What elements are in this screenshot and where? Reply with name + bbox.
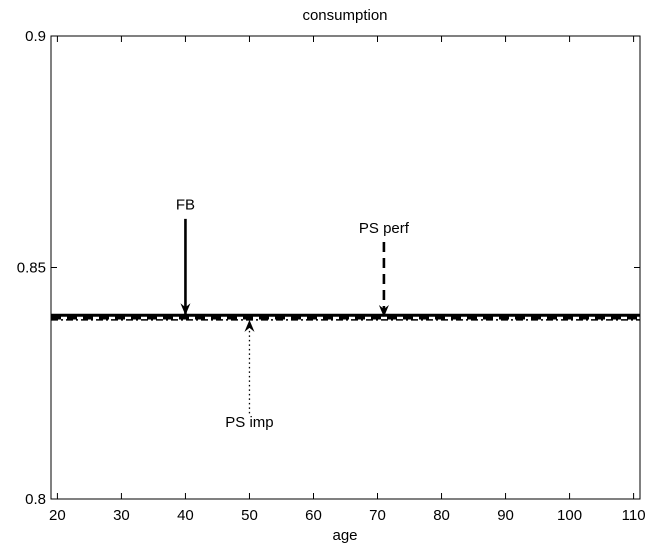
y-tick-label: 0.85	[17, 260, 46, 277]
x-tick-label: 70	[369, 507, 386, 524]
y-tick-label: 0.8	[25, 491, 46, 508]
annotation-layer: FB PS perf PS imp	[176, 197, 410, 432]
x-tick-label: 80	[433, 507, 450, 524]
x-tick-label: 90	[497, 507, 514, 524]
plot-frame	[50, 35, 641, 500]
x-axis-label: age	[332, 527, 357, 544]
x-tick-label: 30	[113, 507, 130, 524]
x-axis-ticks: 20 30 40 50 60 70 80 90 100 110	[49, 36, 646, 524]
x-tick-label: 50	[241, 507, 258, 524]
x-tick-label: 60	[305, 507, 322, 524]
annotation-arrowhead-fb	[180, 303, 191, 316]
x-tick-label: 20	[49, 507, 66, 524]
x-tick-label: 40	[177, 507, 194, 524]
annotation-arrowhead-ps-perf	[378, 305, 389, 318]
y-tick-label: 0.9	[25, 28, 46, 45]
annotation-label-fb: FB	[176, 197, 195, 214]
chart-title: consumption	[302, 7, 387, 24]
x-tick-label: 110	[622, 507, 646, 524]
annotation-label-ps-perf: PS perf	[359, 220, 410, 237]
x-tick-label: 100	[557, 507, 582, 524]
y-axis-ticks: 0.8 0.85 0.9	[17, 28, 640, 508]
annotation-label-ps-imp: PS imp	[225, 414, 273, 431]
series-layer	[51, 313, 640, 321]
annotation-arrowhead-ps-imp	[244, 319, 255, 332]
